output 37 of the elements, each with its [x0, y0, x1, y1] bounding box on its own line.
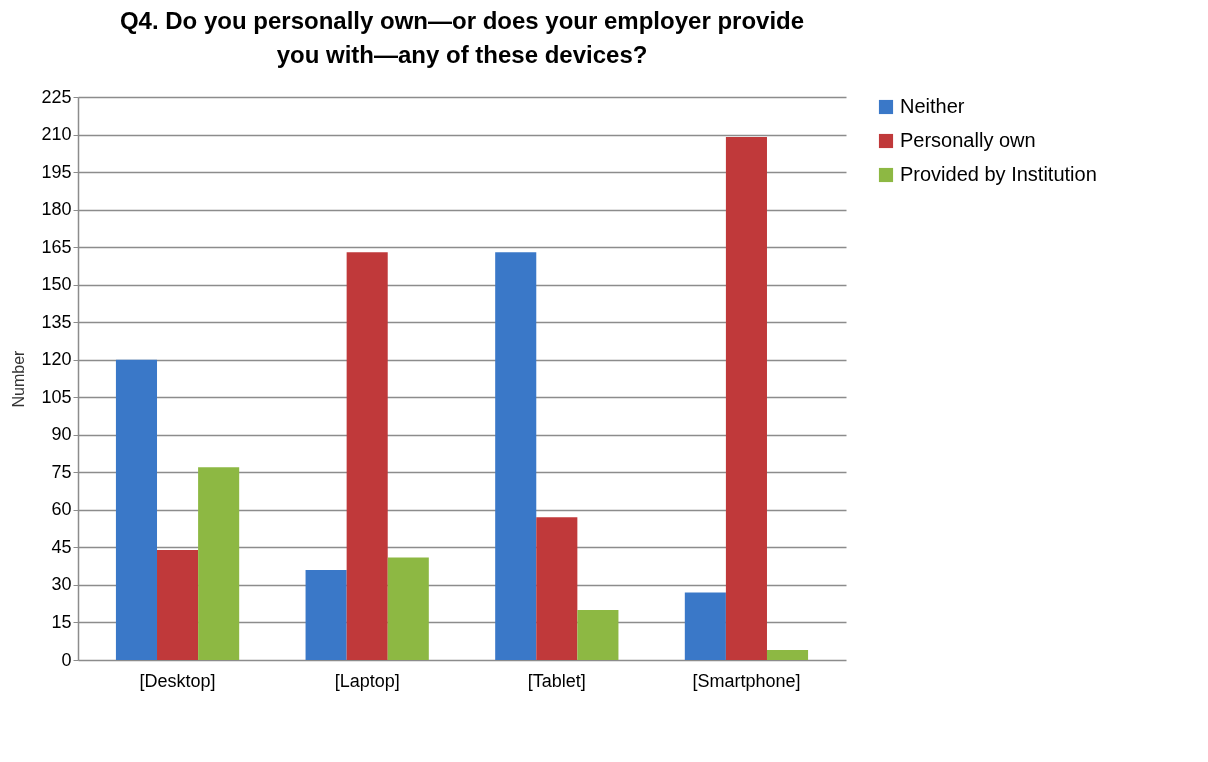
bar	[766, 649, 809, 660]
bar	[346, 252, 388, 660]
bar	[115, 359, 158, 660]
y-tick-label: 150	[41, 274, 72, 295]
y-tick-label: 210	[41, 124, 72, 145]
y-axis-title: Number	[10, 349, 28, 408]
bar	[157, 549, 199, 660]
x-tick-label: [Laptop]	[334, 670, 400, 691]
y-tick-label: 165	[41, 236, 72, 257]
y-tick-label: 0	[61, 649, 72, 670]
y-tick-label: 90	[51, 424, 72, 445]
bar	[495, 252, 537, 660]
y-tick-label: 105	[41, 386, 72, 407]
legend-label: Personally own	[900, 129, 1036, 151]
bar	[577, 609, 619, 660]
y-tick-label: 30	[51, 574, 72, 595]
legend-label: Provided by Institution	[900, 163, 1097, 185]
bar	[305, 569, 347, 660]
y-tick-label: 45	[51, 536, 72, 557]
bar	[198, 467, 240, 660]
bar	[536, 517, 578, 660]
x-tick-label: [Tablet]	[527, 670, 586, 691]
y-tick-label: 225	[41, 86, 72, 107]
x-tick-label: [Desktop]	[139, 670, 216, 691]
bar	[387, 557, 429, 660]
y-tick-label: 15	[51, 611, 72, 632]
y-tick-label: 135	[41, 311, 72, 332]
y-tick-label: 120	[41, 349, 72, 370]
y-tick-label: 75	[51, 461, 72, 482]
legend-label: Neither	[900, 95, 965, 117]
y-tick-label: 180	[41, 199, 72, 220]
bar	[684, 592, 726, 660]
chart-title: Q4. Do you personally own—or does your employer provide you with—any of these devices?	[119, 7, 805, 68]
y-tick-label: 60	[51, 499, 72, 520]
x-tick-label: [Smartphone]	[692, 670, 801, 691]
bar	[725, 137, 767, 660]
y-tick-label: 195	[41, 161, 72, 182]
